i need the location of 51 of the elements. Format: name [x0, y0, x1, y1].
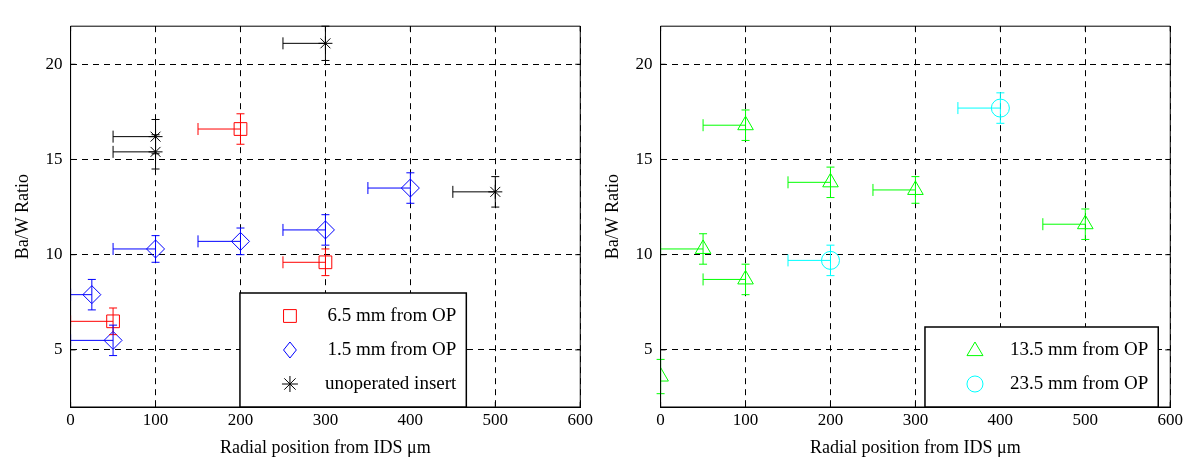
x-tick-label: 300	[312, 409, 339, 429]
point	[820, 250, 840, 270]
y-tick-label: 5	[54, 339, 63, 359]
point	[400, 178, 420, 198]
y-axis-title: Ba/W Ratio	[601, 174, 622, 260]
x-tick-label: 400	[397, 409, 424, 429]
x-tick-label: 200	[817, 409, 844, 429]
legend-label: 6.5 mm from OP	[327, 303, 457, 325]
y-tick-label: 15	[45, 148, 63, 168]
x-tick-label: 500	[1072, 409, 1099, 429]
y-tick-label: 15	[635, 148, 653, 168]
point	[487, 184, 503, 200]
point	[82, 285, 102, 305]
point	[106, 314, 120, 329]
x-tick-label: 500	[482, 409, 509, 429]
x-tick-label: 0	[66, 409, 75, 429]
point	[737, 115, 754, 131]
y-axis-title: Ba/W Ratio	[11, 174, 32, 260]
point	[146, 239, 166, 259]
legend-label: unoperated insert	[324, 371, 458, 393]
y-tick-label: 20	[45, 53, 63, 73]
point	[318, 255, 333, 270]
x-axis-title: Radial position from IDS μm	[810, 436, 1021, 457]
point	[233, 122, 248, 136]
y-tick-label: 5	[644, 339, 653, 359]
point	[907, 180, 924, 195]
x-tick-label: 200	[227, 409, 254, 429]
point	[148, 144, 164, 160]
x-tick-label: 100	[142, 409, 169, 429]
point	[103, 330, 123, 350]
point	[317, 35, 333, 51]
point	[822, 172, 839, 188]
x-tick-label: 0	[656, 409, 665, 429]
point	[694, 239, 712, 254]
x-axis-title: Radial position from IDS μm	[220, 436, 431, 457]
x-tick-label: 600	[1157, 409, 1183, 429]
y-tick-label: 10	[45, 244, 63, 264]
point	[737, 269, 754, 285]
legend-label: 13.5 mm from OP	[1009, 337, 1149, 359]
x-tick-label: 300	[902, 409, 929, 429]
x-tick-label: 600	[567, 409, 593, 429]
point	[148, 129, 164, 145]
y-tick-label: 20	[635, 53, 653, 73]
point	[1077, 214, 1094, 230]
legend-label: 23.5 mm from OP	[1009, 371, 1149, 393]
point	[315, 220, 335, 240]
x-tick-label: 400	[987, 409, 1014, 429]
legend-label: 1.5 mm from OP	[327, 337, 457, 359]
y-tick-label: 10	[635, 244, 653, 264]
point	[230, 231, 250, 251]
x-tick-label: 100	[732, 409, 759, 429]
